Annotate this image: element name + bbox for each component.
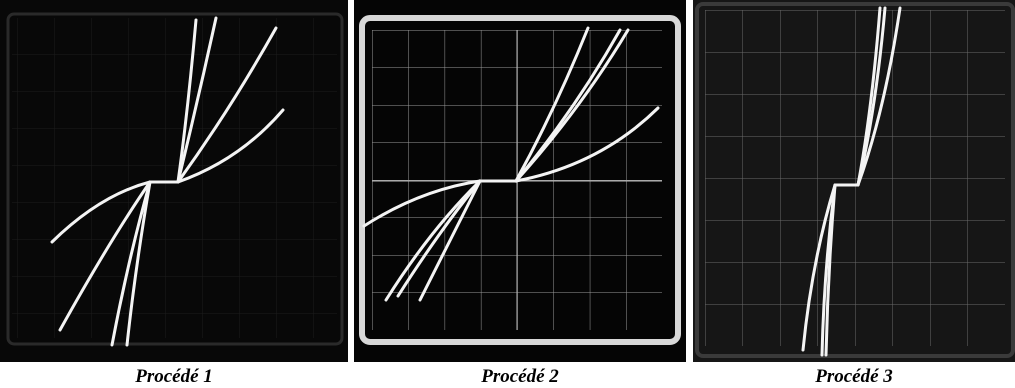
scope-photo [0,0,348,362]
scope-photo [354,0,686,362]
caption: Procédé 2 [480,366,559,387]
scope-photo [693,0,1015,362]
caption: Procédé 3 [814,366,893,387]
caption: Procédé 1 [134,366,213,387]
